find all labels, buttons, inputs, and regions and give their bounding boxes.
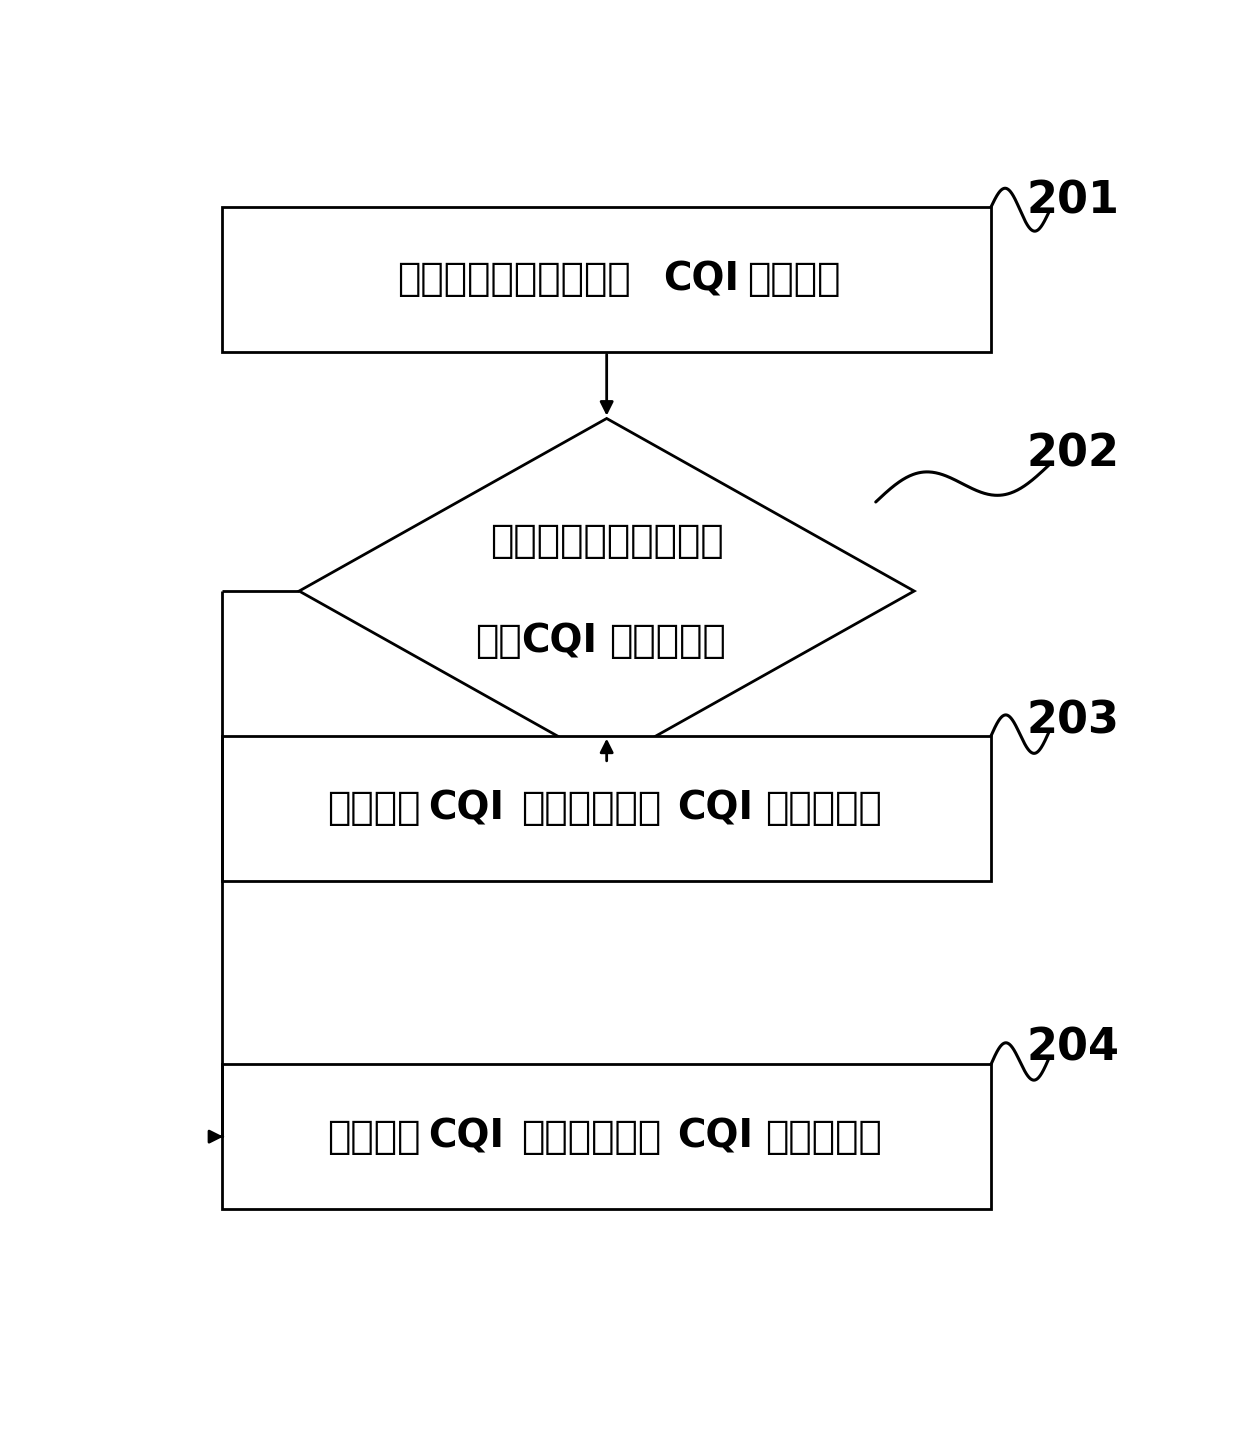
- Text: 检测第二信令中是否有: 检测第二信令中是否有: [490, 522, 724, 560]
- Bar: [222, 736, 991, 881]
- Text: 204: 204: [1027, 1027, 1120, 1069]
- Text: CQI: CQI: [663, 260, 739, 298]
- Text: 202: 202: [1027, 432, 1120, 476]
- Text: CQI: CQI: [677, 1118, 753, 1155]
- Text: 上报周期配置: 上报周期配置: [521, 790, 661, 827]
- Text: 获取第一信令中的第一: 获取第一信令中的第一: [397, 260, 631, 298]
- Bar: [222, 207, 991, 351]
- Bar: [222, 1064, 991, 1209]
- Text: 上报周期配置: 上报周期配置: [521, 1118, 661, 1155]
- Text: 201: 201: [1027, 179, 1120, 223]
- Text: CQI: CQI: [677, 790, 753, 827]
- Text: 的上报周期: 的上报周期: [765, 790, 882, 827]
- Text: 根据第二: 根据第二: [327, 790, 420, 827]
- Text: CQI: CQI: [521, 622, 598, 661]
- Text: 第二: 第二: [475, 622, 522, 661]
- Text: 根据第一: 根据第一: [327, 1118, 420, 1155]
- Text: 203: 203: [1027, 700, 1120, 743]
- Polygon shape: [299, 418, 914, 763]
- Text: 上报周期: 上报周期: [748, 260, 841, 298]
- Text: CQI: CQI: [429, 1118, 505, 1155]
- Text: 的上报周期: 的上报周期: [765, 1118, 882, 1155]
- Text: CQI: CQI: [429, 790, 505, 827]
- Text: 上报周期？: 上报周期？: [609, 622, 727, 661]
